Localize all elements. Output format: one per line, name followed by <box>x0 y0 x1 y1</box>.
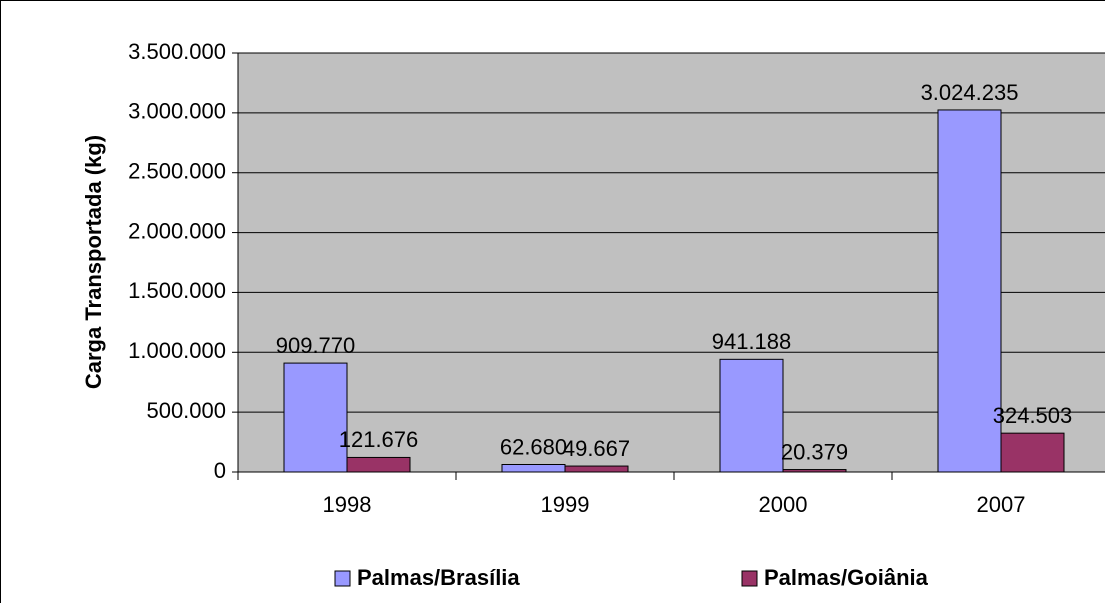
value-label: 3.024.235 <box>921 80 1019 105</box>
legend-swatch <box>741 570 758 587</box>
y-tick-label: 3.000.000 <box>128 99 226 124</box>
bar <box>1000 432 1065 473</box>
y-tick-label: 500.000 <box>146 398 226 423</box>
value-label: 324.503 <box>993 403 1073 428</box>
bar <box>782 469 847 473</box>
bar <box>346 456 411 473</box>
legend-label: Palmas/Goiânia <box>764 565 929 590</box>
value-label: 62.680 <box>500 434 567 459</box>
value-label: 121.676 <box>339 427 419 452</box>
bar <box>937 109 1002 473</box>
bar <box>719 358 784 473</box>
y-axis-label: Carga Transportada (kg) <box>81 135 106 389</box>
value-label: 941.188 <box>712 329 792 354</box>
x-tick-label: 2007 <box>977 492 1026 517</box>
bar <box>283 362 348 473</box>
legend-label: Palmas/Brasília <box>357 565 520 590</box>
x-tick-label: 2000 <box>759 492 808 517</box>
y-tick-label: 3.500.000 <box>128 39 226 64</box>
value-label: 49.667 <box>563 436 630 461</box>
y-tick-label: 1.000.000 <box>128 338 226 363</box>
y-tick-label: 1.500.000 <box>128 278 226 303</box>
x-tick-label: 1998 <box>323 492 372 517</box>
bar <box>501 463 566 473</box>
bar <box>564 465 629 473</box>
value-label: 20.379 <box>781 439 848 464</box>
y-tick-label: 2.500.000 <box>128 159 226 184</box>
y-tick-label: 0 <box>214 458 226 483</box>
x-tick-label: 1999 <box>541 492 590 517</box>
y-tick-label: 2.000.000 <box>128 218 226 243</box>
legend-swatch <box>334 570 351 587</box>
value-label: 909.770 <box>276 333 356 358</box>
